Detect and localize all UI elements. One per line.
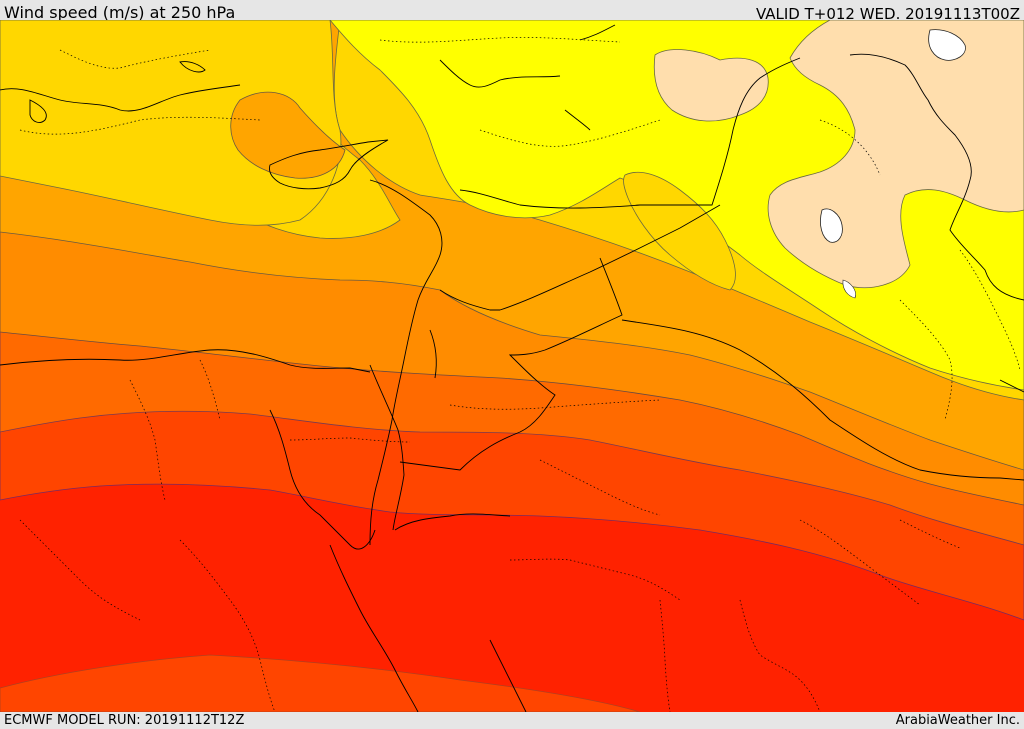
band-gold-tongue [623,171,736,291]
lake-small [842,279,856,299]
band-gold-west [0,20,342,226]
band-orange-cyprus [230,91,346,179]
coastlines [0,24,1024,550]
lake-urmia [820,208,843,243]
model-run-label: ECMWF MODEL RUN: 20191112T12Z [4,713,245,728]
lake-van [928,29,966,61]
borders [329,53,1024,712]
credit-label: ArabiaWeather Inc. [895,713,1020,728]
cyprus-coast [269,139,389,190]
valid-time-label: VALID T+012 WED. 20191113T00Z [755,5,1020,23]
map-title: Wind speed (m/s) at 250 hPa [4,3,236,22]
header-bar: Wind speed (m/s) at 250 hPa VALID T+012 … [0,0,1024,23]
band-red-orange-south [0,654,641,712]
wind-speed-map-svg [0,20,1024,712]
admin-boundaries [19,37,1021,712]
band-bisque-n [653,49,769,122]
footer-bar: ECMWF MODEL RUN: 20191112T12Z ArabiaWeat… [0,712,1024,729]
weather-map [0,20,1024,712]
